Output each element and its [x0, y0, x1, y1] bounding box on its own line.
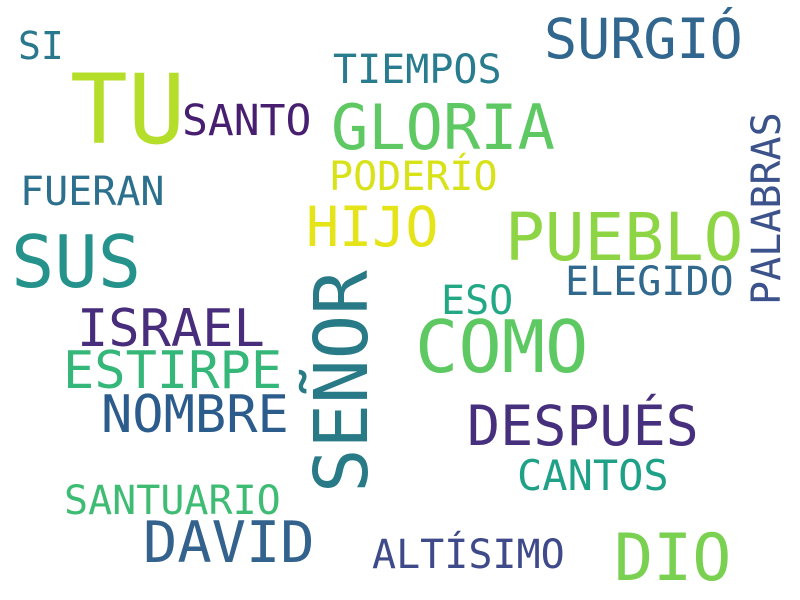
word-sus: SUS: [11, 220, 142, 304]
word-tu: TU: [70, 54, 186, 166]
word-nombre: NOMBRE: [101, 385, 289, 445]
word-hijo: HIJO: [306, 195, 439, 259]
word-como: COMO: [415, 305, 589, 389]
word-santuario: SANTUARIO: [64, 478, 281, 524]
word-gloria: GLORIA: [331, 91, 555, 164]
word-eso: ESO: [441, 278, 514, 324]
word-despues: DESPUÉS: [467, 394, 699, 458]
word-tiempos: TIEMPOS: [333, 47, 502, 93]
word-david: DAVID: [143, 510, 315, 576]
word-fueran: FUERAN: [20, 169, 165, 215]
word-surgio: SURGIÓ: [544, 7, 743, 71]
word-santo: SANTO: [182, 96, 312, 146]
word-pueblo: PUEBLO: [505, 199, 744, 276]
word-senor: SEÑOR: [299, 270, 385, 493]
word-si: SI: [18, 24, 64, 68]
word-dio: DIO: [614, 521, 732, 596]
word-poderio: PODERÍO: [329, 154, 498, 200]
word-israel: ISRAEL: [77, 299, 265, 359]
word-elegido: ELEGIDO: [565, 259, 734, 305]
word-altisimo: ALTÍSIMO: [372, 532, 565, 578]
word-palabras: PALABRAS: [744, 112, 790, 305]
word-estirpe: ESTIRPE: [63, 341, 283, 401]
word-cantos: CANTOS: [517, 451, 669, 500]
